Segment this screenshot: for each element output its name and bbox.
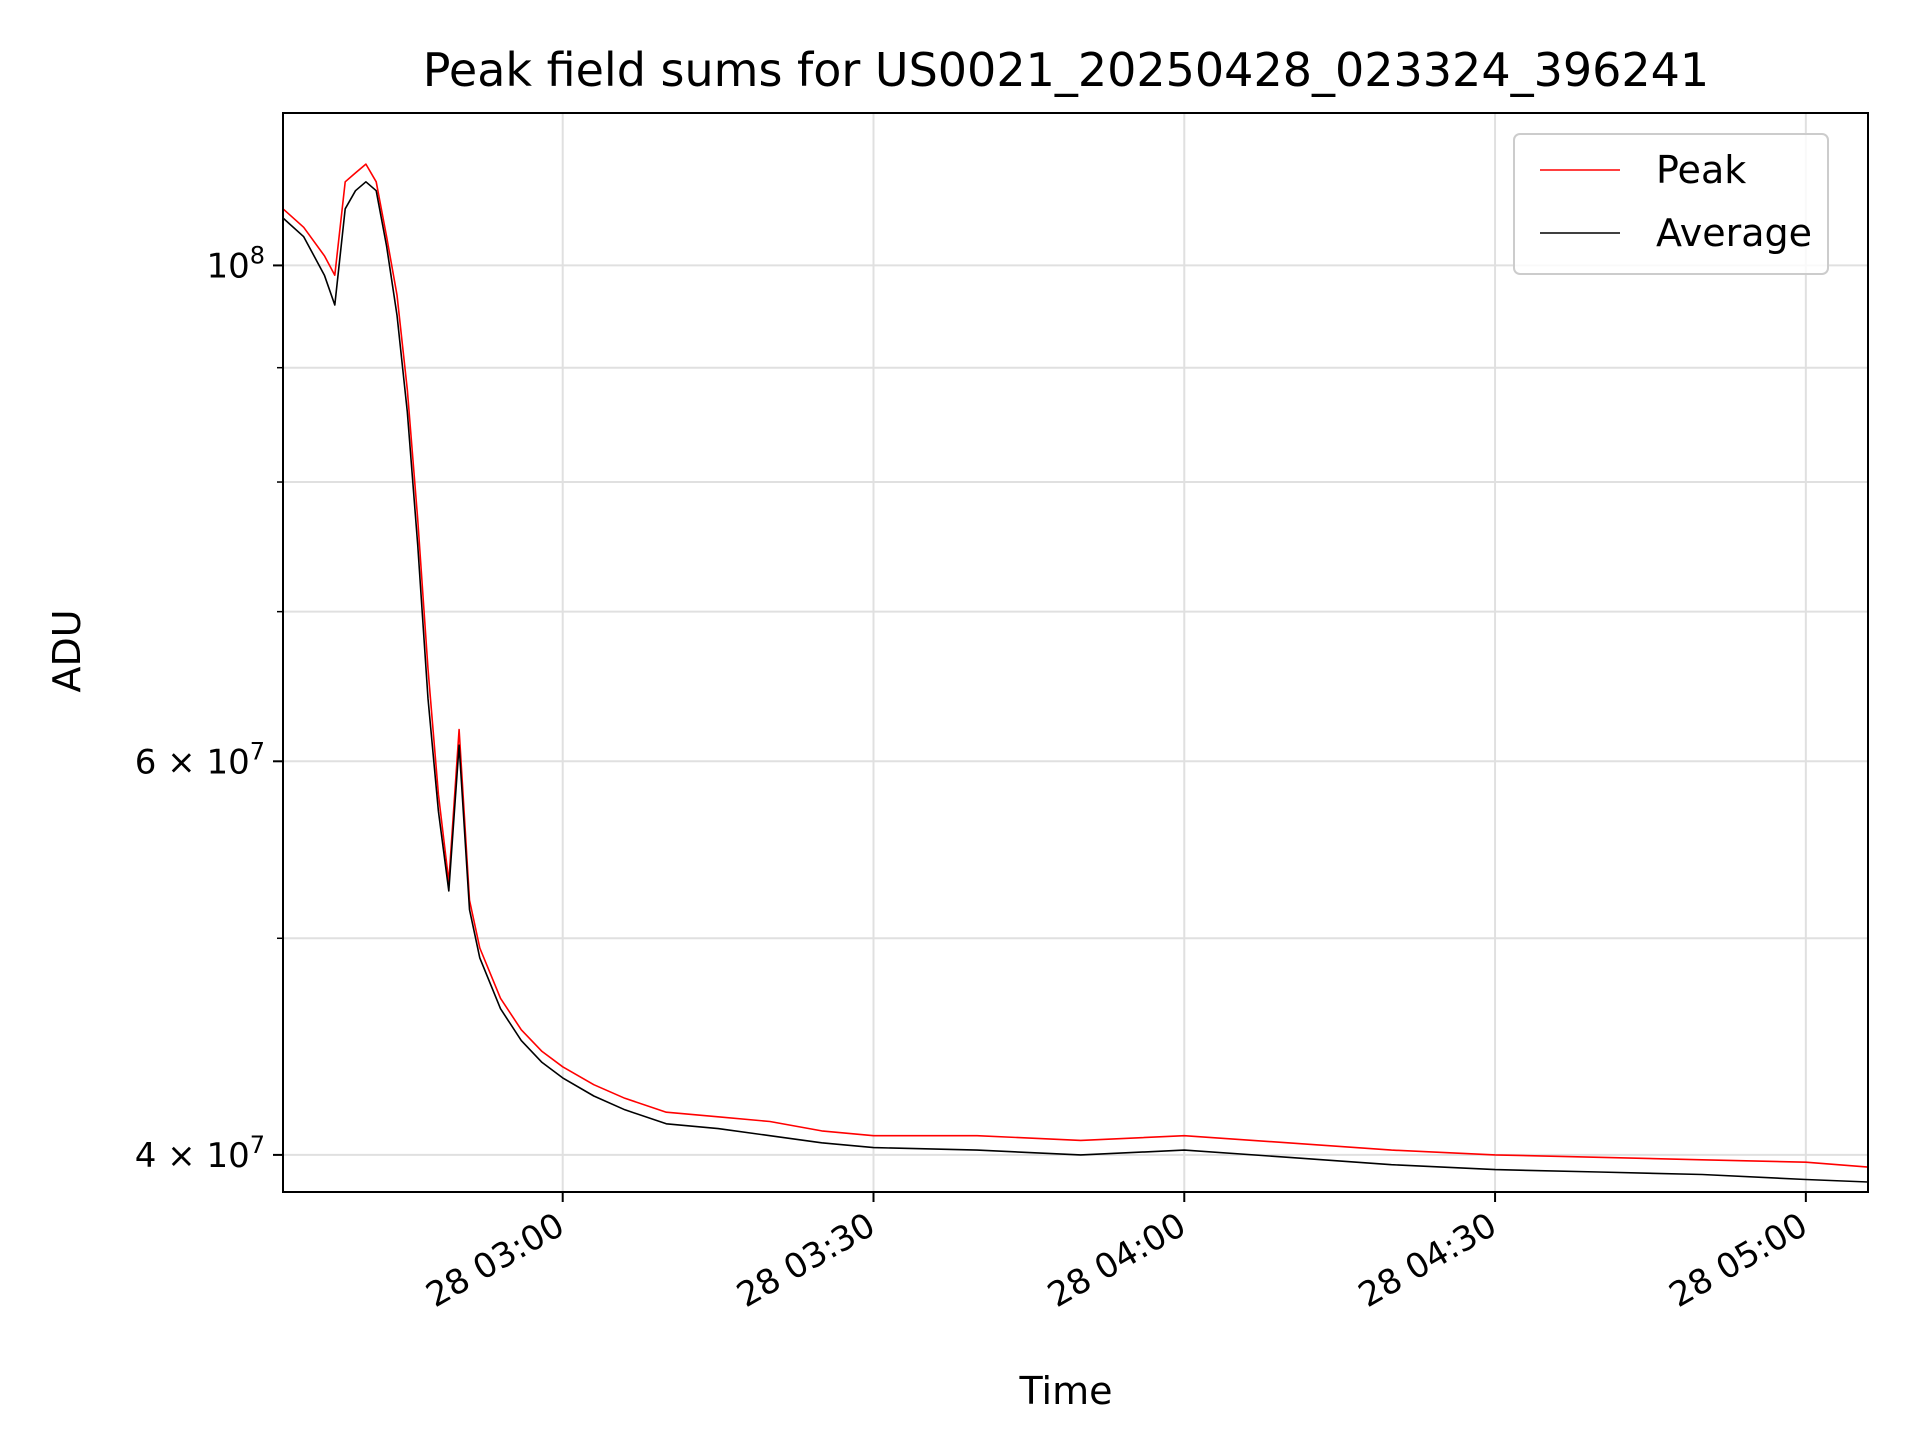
y-tick-label: 108 bbox=[206, 241, 265, 286]
plot-series bbox=[282, 163, 1869, 1183]
series-line-average bbox=[282, 181, 1869, 1183]
x-axis-label: Time bbox=[1019, 1369, 1113, 1413]
chart-title: Peak field sums for US0021_20250428_0233… bbox=[423, 43, 1709, 97]
plot-frame bbox=[282, 112, 1869, 1193]
legend: Peak Average bbox=[1513, 133, 1829, 275]
y-tick-label: 6 × 107 bbox=[135, 737, 265, 782]
y-tick-label: 4 × 107 bbox=[135, 1131, 265, 1176]
legend-box bbox=[1513, 133, 1829, 275]
legend-label-peak: Peak bbox=[1656, 148, 1746, 192]
grid bbox=[283, 113, 1868, 1192]
legend-label-average: Average bbox=[1656, 211, 1812, 255]
y-axis-label: ADU bbox=[45, 609, 89, 692]
series-line-peak bbox=[282, 163, 1869, 1168]
